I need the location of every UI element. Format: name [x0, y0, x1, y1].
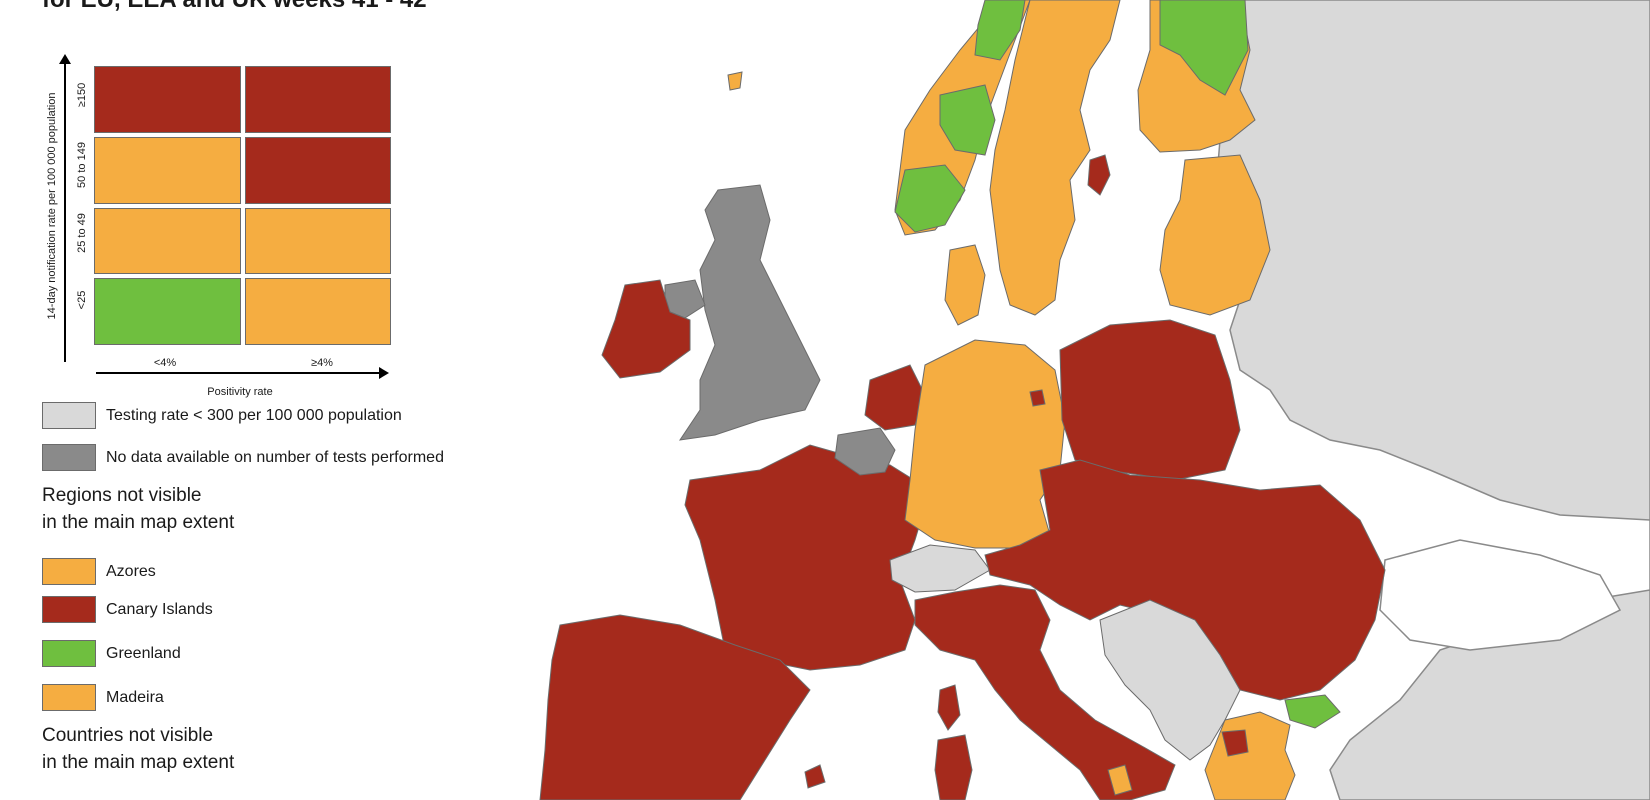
western-balkans [1099, 599, 1241, 761]
matrix-cell [94, 136, 241, 204]
berlin [1029, 389, 1046, 407]
countries-heading: Countries not visible in the main map ex… [42, 722, 234, 776]
greece-red-region [1221, 729, 1249, 757]
legend-item-testing-low: Testing rate < 300 per 100 000 populatio… [42, 402, 402, 429]
black-sea [1379, 539, 1622, 651]
legend-swatch [42, 684, 96, 711]
denmark [944, 244, 986, 326]
legend-item-greenland: Greenland [42, 640, 181, 667]
x-axis-arrow [96, 367, 389, 379]
legend-label: Madeira [106, 688, 164, 706]
legend-label: Testing rate < 300 per 100 000 populatio… [106, 406, 402, 424]
legend-swatch [42, 596, 96, 623]
corsica [937, 684, 961, 731]
legend-swatch [42, 444, 96, 471]
germany [904, 339, 1066, 549]
poland [1059, 319, 1241, 481]
switzerland [889, 544, 991, 593]
matrix-cell [244, 66, 391, 133]
baltics [1159, 154, 1271, 316]
map-title: for EU, EEA and UK weeks 41 - 42 [42, 0, 427, 14]
countries-heading-line: in the main map extent [42, 752, 235, 773]
matrix-cell [244, 207, 391, 275]
matrix-cell [244, 278, 391, 345]
legend-swatch [42, 558, 96, 585]
sicily [804, 764, 826, 789]
x-tick-label: <4% [153, 357, 177, 369]
netherlands [864, 364, 926, 431]
matrix-cell [244, 136, 391, 204]
legend-label: Canary Islands [106, 600, 213, 618]
legend-swatch [42, 402, 96, 429]
legend-label: Azores [106, 562, 156, 580]
regions-heading-line: in the main map extent [42, 512, 235, 533]
faroe-islands [727, 71, 743, 91]
x-axis-title: Positivity rate [207, 386, 273, 398]
finland-green [1159, 0, 1249, 96]
united-kingdom [678, 184, 821, 441]
norway-green-mid [939, 84, 996, 156]
matrix-cell [94, 207, 241, 275]
norway-green-south [894, 164, 966, 233]
legend-item-no-data: No data available on number of tests per… [42, 444, 444, 471]
belgium [834, 427, 896, 476]
legend-item-madeira: Madeira [42, 684, 164, 711]
risk-matrix [90, 62, 395, 349]
regions-heading-line: Regions not visible [42, 485, 202, 506]
matrix-cell [94, 278, 241, 345]
y-axis-arrow [59, 54, 71, 362]
countries-heading-line: Countries not visible [42, 725, 214, 746]
greece-island [1107, 764, 1133, 796]
x-tick-label: ≥4% [311, 357, 333, 369]
legend-label: Greenland [106, 644, 181, 662]
bulgaria-green [1284, 694, 1341, 729]
sweden [989, 0, 1121, 316]
gotland [1087, 154, 1111, 196]
ireland [601, 279, 691, 379]
iberia [539, 614, 811, 800]
italy [914, 584, 1176, 800]
legend-label: No data available on number of tests per… [106, 448, 444, 466]
legend-item-canary-islands: Canary Islands [42, 596, 213, 623]
sardinia [934, 734, 973, 800]
norway-green-north [974, 0, 1026, 61]
france [684, 444, 931, 671]
legend-item-azores: Azores [42, 558, 156, 585]
matrix-cell [94, 66, 241, 133]
regions-heading: Regions not visible in the main map exte… [42, 482, 234, 536]
legend-swatch [42, 640, 96, 667]
